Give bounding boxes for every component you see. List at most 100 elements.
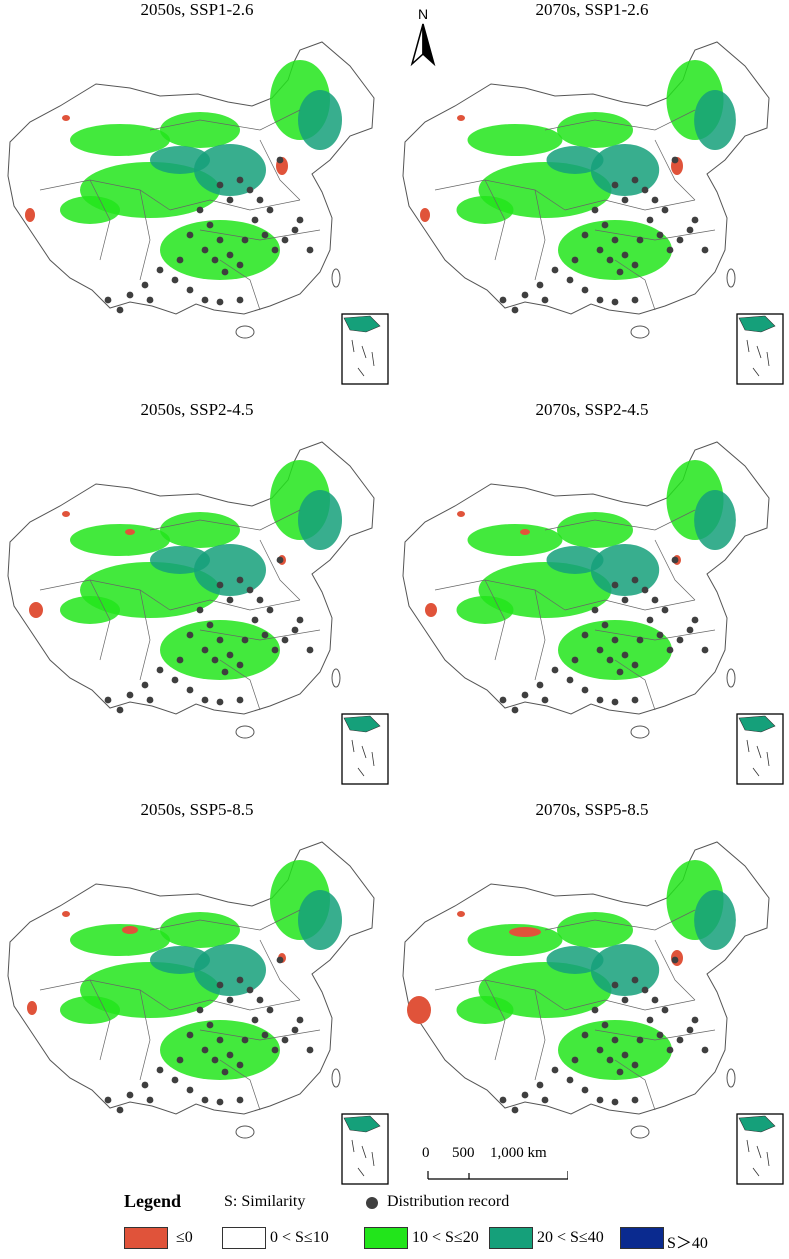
negative-similarity-area (407, 996, 431, 1024)
china-map (7, 841, 375, 1139)
distribution-record (206, 221, 214, 229)
distribution-record (261, 231, 269, 239)
distribution-record (196, 1006, 204, 1014)
similarity-area (590, 544, 660, 596)
distribution-record (276, 956, 284, 964)
distribution-record (631, 661, 639, 669)
inset-coastline (343, 1115, 381, 1133)
distribution-record (246, 986, 254, 994)
distribution-record (216, 181, 224, 189)
china-map (7, 41, 375, 339)
distribution-record (116, 706, 124, 714)
inset-coastline (343, 315, 381, 333)
distribution-record (266, 606, 274, 614)
distribution-record (631, 261, 639, 269)
distribution-record (611, 298, 619, 306)
distribution-record (196, 606, 204, 614)
province-boundary (594, 629, 716, 641)
distribution-record (581, 1086, 589, 1094)
distribution-record (621, 1051, 629, 1059)
distribution-record (246, 586, 254, 594)
province-boundary (149, 909, 301, 931)
map-panel-6: 2070s, SSP5-8.5 (395, 800, 789, 1200)
negative-similarity-area (125, 529, 135, 535)
distribution-record (201, 1096, 209, 1104)
distribution-record (641, 586, 649, 594)
distribution-record (251, 616, 259, 624)
distribution-record (241, 1036, 249, 1044)
inset-coastline (738, 1115, 776, 1133)
distribution-record (661, 206, 669, 214)
legend: Legend S: Similarity Distribution record… (0, 1187, 789, 1259)
province-boundary (594, 229, 716, 241)
distribution-record (601, 621, 609, 629)
province-boundary (259, 139, 301, 201)
class-label-5: S＞40 (667, 1235, 708, 1252)
distribution-record (621, 651, 629, 659)
distribution-record (146, 696, 154, 704)
distribution-record (651, 996, 659, 1004)
province-boundary (564, 999, 696, 1011)
distribution-record (176, 656, 184, 664)
distribution-record (276, 156, 284, 164)
province-boundary (564, 599, 696, 611)
scale-label-500: 500 (452, 1145, 475, 1161)
distribution-record (551, 1066, 559, 1074)
similarity-area (590, 144, 660, 196)
distribution-record (156, 266, 164, 274)
similarity-area (70, 524, 170, 556)
island-outline (630, 725, 650, 739)
distribution-record (499, 696, 507, 704)
distribution-record (276, 556, 284, 564)
distribution-record (591, 206, 599, 214)
similarity-area (478, 162, 612, 218)
distribution-record (686, 1026, 694, 1034)
province-boundary (534, 189, 546, 281)
distribution-record (631, 176, 639, 184)
inset-coastline (343, 715, 381, 733)
distribution-record (236, 296, 244, 304)
swatch-class-4 (489, 1227, 533, 1249)
province-boundary (139, 189, 151, 281)
distribution-record (221, 1068, 229, 1076)
distribution-record (226, 996, 234, 1004)
distribution-record (171, 276, 179, 284)
province-boundary (484, 979, 506, 1061)
distribution-record (666, 246, 674, 254)
panel-title: 2070s, SSP5-8.5 (535, 800, 649, 819)
distribution-record (536, 681, 544, 689)
province-boundary (594, 1029, 716, 1041)
distribution-record (176, 256, 184, 264)
distribution-record (596, 696, 604, 704)
distribution-record (631, 976, 639, 984)
distribution-record (596, 1096, 604, 1104)
class-label-1: ≤0 (176, 1229, 193, 1246)
negative-similarity-area (457, 511, 465, 517)
similarity-area (557, 112, 633, 148)
distribution-record (216, 636, 224, 644)
similarity-area (150, 146, 210, 174)
province-boundary (614, 1059, 656, 1111)
province-boundary (484, 579, 506, 661)
similarity-area (546, 146, 604, 174)
similarity-area (194, 144, 266, 196)
distribution-record (226, 1051, 234, 1059)
distribution-record (686, 626, 694, 634)
distribution-record (271, 646, 279, 654)
distribution-record (211, 256, 219, 264)
province-boundary (534, 989, 546, 1081)
distribution-record (581, 686, 589, 694)
similarity-area (160, 512, 240, 548)
distribution-record (621, 196, 629, 204)
distribution-record (551, 666, 559, 674)
distribution-record (656, 231, 664, 239)
distribution-record (611, 236, 619, 244)
distribution-record (266, 206, 274, 214)
distribution-record (116, 306, 124, 314)
distribution-record (691, 616, 699, 624)
distribution-record (631, 696, 639, 704)
distribution-record (201, 246, 209, 254)
province-boundary (199, 229, 321, 241)
distribution-record (104, 1096, 112, 1104)
similarity-area (160, 112, 240, 148)
